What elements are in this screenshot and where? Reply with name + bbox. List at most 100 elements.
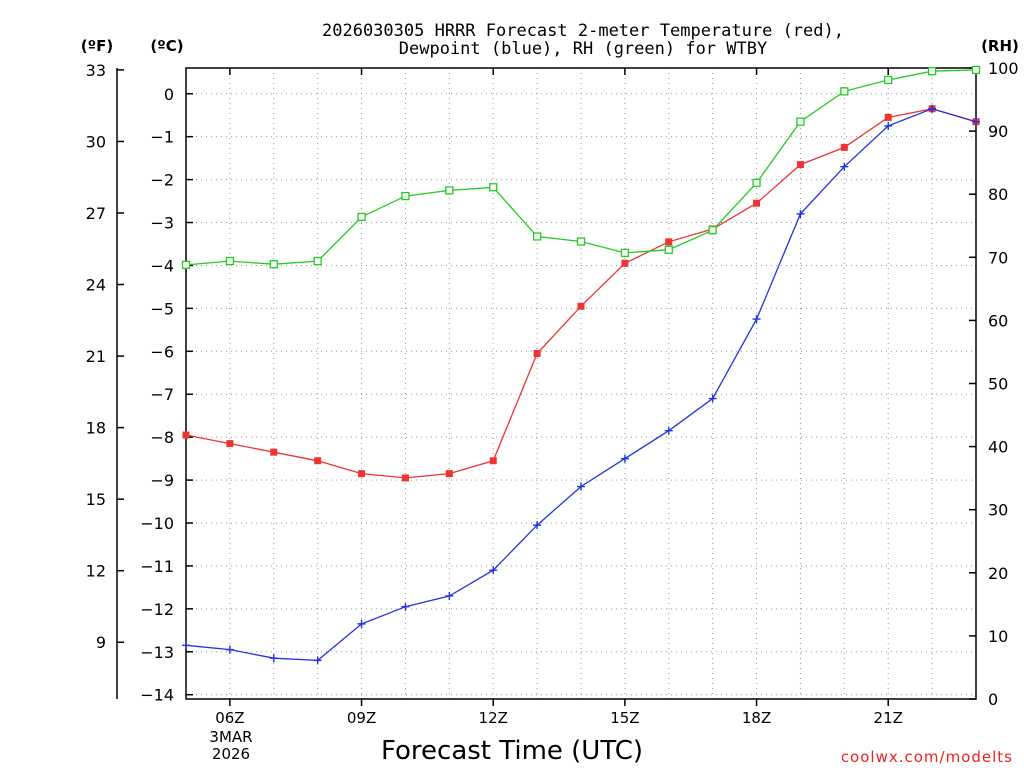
dewpoint-point (313, 656, 322, 665)
fahrenheit-tick-label: 21 (86, 347, 106, 366)
fahrenheit-tick-label: 33 (86, 61, 106, 80)
rh-point (313, 256, 322, 266)
dewpoint-point (401, 602, 410, 611)
celsius-tick-label: −9 (150, 471, 174, 490)
rh-point (181, 260, 191, 270)
dewpoint-point (620, 454, 629, 463)
fahrenheit-axis: 33 30 27 24 21 18 15 12 9 (86, 61, 124, 652)
rh-point (752, 178, 761, 187)
temperature-point (533, 349, 541, 357)
fahrenheit-tick-label: 15 (86, 490, 106, 509)
celsius-tick-label: −14 (140, 686, 174, 705)
temperature-point (445, 470, 453, 478)
temperature-point (226, 440, 234, 448)
dewpoint-point (796, 209, 805, 218)
x-tick-label: 21Z (874, 709, 903, 727)
rh-point (576, 237, 586, 246)
temperature-point (401, 474, 409, 482)
fahrenheit-tick-label: 9 (96, 633, 106, 652)
rh-point (357, 212, 366, 222)
x-axis-ticks: 06Z 09Z 12Z 15Z 18Z 21Z (215, 68, 903, 727)
temperature-point (840, 143, 848, 151)
dewpoint-point (840, 162, 849, 171)
x-tick-label: 09Z (347, 709, 376, 727)
dewpoint-point (884, 121, 893, 130)
temperature-point (884, 113, 892, 121)
celsius-tick-label: 0 (164, 85, 174, 104)
celsius-tick-label: −10 (140, 514, 174, 533)
dewpoint-line (185, 108, 977, 662)
rh-axis-unit: (RH) (981, 37, 1019, 55)
plot-grid (186, 68, 976, 699)
rh-tick-label: 40 (988, 438, 1008, 457)
chart-axes (116, 67, 977, 700)
dewpoint-point (708, 394, 717, 403)
fahrenheit-tick-label: 18 (86, 419, 106, 438)
dewpoint-point (225, 645, 234, 654)
x-tick-label: 06Z (215, 709, 244, 727)
rh-point (796, 117, 805, 126)
dewpoint-point (357, 619, 366, 628)
celsius-tick-label: −12 (140, 600, 174, 619)
temperature-point (182, 431, 190, 439)
rh-point (489, 183, 498, 192)
rh-tick-label: 30 (988, 501, 1008, 520)
fahrenheit-tick-label: 12 (86, 562, 106, 581)
celsius-tick-label: −8 (150, 428, 174, 447)
celsius-tick-label: −11 (140, 557, 174, 576)
rh-point (664, 245, 673, 254)
celsius-tick-label: −6 (150, 342, 174, 361)
celsius-axis-unit: (ºC) (150, 37, 183, 55)
fahrenheit-tick-label: 24 (86, 276, 106, 295)
dewpoint-point (533, 521, 542, 530)
rh-point (225, 256, 235, 266)
rh-point (620, 248, 630, 258)
rh-tick-label: 20 (988, 564, 1008, 583)
date-label-month: 3MAR (209, 728, 252, 746)
rh-tick-label: 100 (988, 59, 1019, 78)
rh-point (840, 87, 849, 96)
celsius-axis: 0 −1 −2 −3 −4 −5 −6 −7 −8 −9 −10 −11 −12 −13 −14 (140, 85, 193, 705)
rh-point (269, 260, 278, 269)
temperature-point (796, 161, 804, 169)
celsius-tick-label: −1 (150, 128, 174, 147)
rh-point (445, 186, 454, 195)
temperature-point (314, 457, 322, 465)
rh-point (708, 226, 717, 235)
celsius-tick-label: −5 (150, 299, 174, 318)
celsius-tick-label: −13 (140, 643, 174, 662)
dewpoint-point (182, 641, 190, 650)
x-tick-label: 18Z (742, 709, 771, 727)
watermark: coolwx.com/modelts (841, 748, 1013, 766)
dewpoint-point (752, 315, 761, 324)
rh-tick-label: 80 (988, 185, 1008, 204)
temperature-point (621, 259, 629, 267)
temperature-point (270, 448, 278, 456)
dewpoint-point (928, 104, 937, 113)
dewpoint-point (972, 117, 980, 126)
rh-point (532, 232, 542, 241)
rh-tick-label: 0 (988, 690, 998, 709)
rh-point (971, 65, 981, 75)
temperature-point (358, 470, 366, 478)
temperature-point (753, 199, 761, 207)
rh-point (927, 67, 937, 76)
fahrenheit-tick-label: 30 (86, 132, 106, 151)
fahrenheit-tick-label: 27 (86, 204, 106, 223)
celsius-tick-label: −3 (150, 214, 174, 233)
date-label-year: 2026 (212, 745, 250, 763)
celsius-tick-label: −2 (150, 171, 174, 190)
dewpoint-point (577, 482, 585, 491)
x-tick-label: 12Z (479, 709, 508, 727)
x-tick-label: 15Z (610, 709, 639, 727)
x-axis-title: Forecast Time (UTC) (381, 736, 643, 766)
rh-tick-label: 90 (988, 122, 1008, 141)
dewpoint-point (445, 591, 454, 600)
dewpoint-point (664, 426, 673, 435)
chart-title-line1: 2026030305 HRRR Forecast 2-meter Tempera… (322, 21, 844, 41)
celsius-tick-label: −4 (150, 256, 174, 275)
rh-line (185, 69, 977, 266)
rh-tick-label: 70 (988, 248, 1008, 267)
